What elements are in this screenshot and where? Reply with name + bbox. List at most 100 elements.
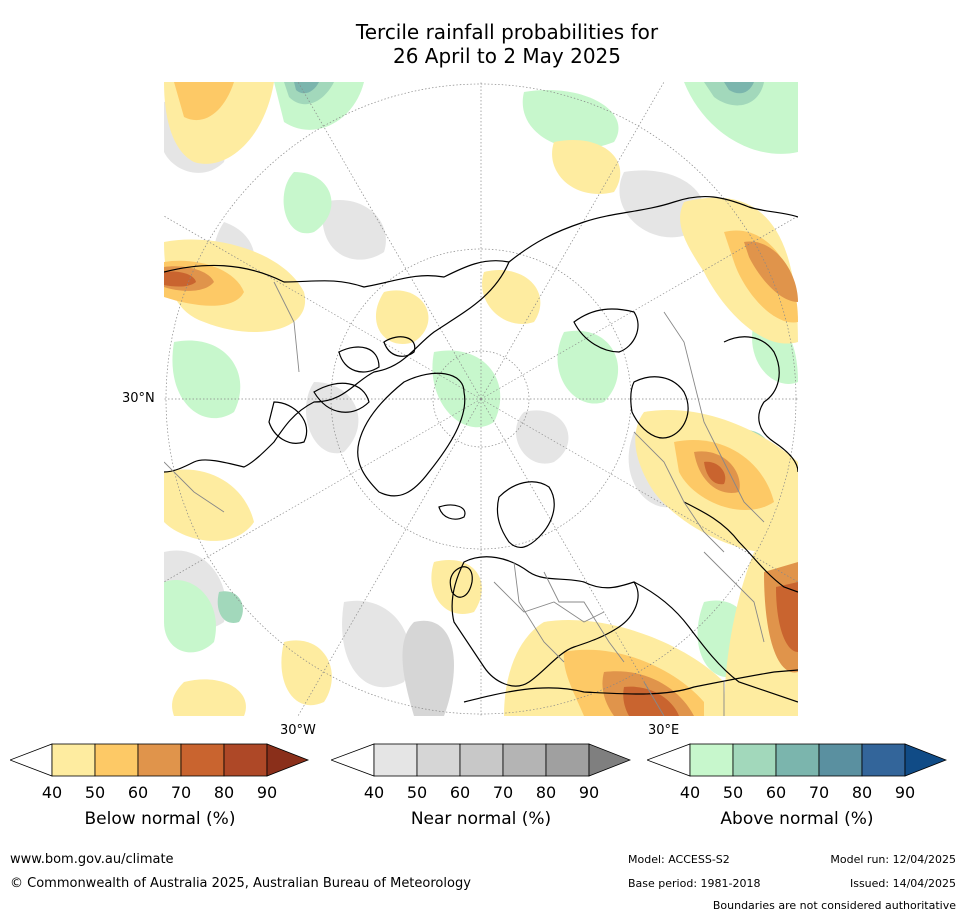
colorbar-below-swatches [10, 743, 310, 777]
coastlines [164, 196, 798, 703]
base-period: Base period: 1981-2018 [628, 877, 761, 890]
near-patch [515, 410, 569, 464]
above-patch [684, 82, 798, 154]
coastline-europe [451, 556, 639, 687]
colorbar-near-normal: 40 50 60 70 80 90 Near normal (%) [331, 742, 631, 829]
colorbar-below-normal: 40 50 60 70 80 90 Below normal (%) [10, 742, 310, 829]
colorbar-near-swatches [331, 743, 631, 777]
colorbar-swatch-40-50 [51, 743, 96, 777]
boundary [633, 431, 725, 553]
longitude-label-30w: 30°W [280, 723, 316, 738]
meridian [297, 82, 482, 400]
boundary [513, 561, 565, 663]
colorbar-tick: 70 [170, 783, 192, 802]
below-patch [776, 582, 798, 652]
above-patch [217, 591, 243, 623]
title-line-2: 26 April to 2 May 2025 [393, 44, 621, 68]
colorbar-tick: 70 [492, 783, 514, 802]
below-patch [375, 290, 429, 344]
colorbar-tick: 60 [127, 783, 149, 802]
near-patch [342, 600, 411, 688]
latitude-label-30n: 30°N [122, 391, 155, 406]
near-patch [402, 620, 454, 716]
coastline-scandinavia [496, 481, 555, 549]
colorbar-swatch-50-60 [94, 743, 139, 777]
above-patch [724, 82, 754, 94]
colorbar-swatch-under [647, 743, 691, 777]
colorbar-tick: 80 [851, 783, 873, 802]
colorbar-swatch-over [588, 743, 631, 777]
colorbar-swatch-60-70 [459, 743, 504, 777]
colorbar-swatch-70-80 [502, 743, 547, 777]
colorbar-tick: 50 [84, 783, 106, 802]
colorbar-swatch-80-90 [545, 743, 590, 777]
colorbar-swatch-60-70 [775, 743, 820, 777]
meridian [480, 215, 798, 400]
boundary [273, 281, 300, 373]
coastline-east-asia [723, 336, 798, 473]
boundary [663, 311, 765, 523]
coastline-greenland [357, 372, 466, 497]
colorbar-above-normal: 40 50 60 70 80 90 Above normal (%) [647, 742, 947, 829]
below-patch [552, 140, 621, 194]
below-patch [431, 560, 482, 614]
model-name: Model: ACCESS-S2 [628, 853, 730, 866]
website-link[interactable]: www.bom.gov.au/climate [10, 852, 174, 867]
below-patch [172, 679, 246, 716]
above-patch [432, 350, 501, 428]
coastline-north-america [164, 260, 510, 473]
below-patch [164, 469, 254, 541]
coastline-middle-east [633, 581, 798, 703]
below-patch [174, 82, 234, 121]
longitude-label-30e: 30°E [648, 723, 680, 738]
colorbar-tick: 70 [808, 783, 830, 802]
below-patch [744, 241, 798, 302]
below-patch [281, 640, 332, 706]
colorbar-tick: 60 [449, 783, 471, 802]
colorbar-tick: 40 [41, 783, 63, 802]
above-patch [557, 330, 619, 404]
near-patch [322, 200, 386, 260]
colorbar-tick: 90 [256, 783, 278, 802]
above-patch [172, 340, 241, 419]
above-patch [294, 82, 319, 94]
title-line-1: Tercile rainfall probabilities for [355, 20, 659, 44]
meridian [164, 215, 482, 400]
colorbar-swatch-under [10, 743, 53, 777]
coastline-iceland [438, 504, 466, 520]
meridian [164, 398, 482, 583]
coastline-russia-north [573, 308, 639, 353]
colorbar-swatch-80-90 [223, 743, 268, 777]
colorbar-swatch-over [266, 743, 310, 777]
graticule [164, 82, 798, 716]
latitude-circle [432, 350, 530, 448]
colorbar-swatch-70-80 [818, 743, 863, 777]
boundaries-disclaimer: Boundaries are not considered authoritat… [712, 899, 956, 912]
coastline-arctic-islands [313, 336, 416, 413]
map-title: Tercile rainfall probabilities for 26 Ap… [0, 20, 965, 68]
coastline-east-asia-south [683, 501, 798, 593]
colorbar-title-below: Below normal (%) [84, 809, 236, 829]
colorbar-title-near: Near normal (%) [410, 809, 552, 829]
colorbar-tick: 50 [406, 783, 428, 802]
polar-map [164, 82, 798, 716]
boundary [493, 581, 605, 623]
above-patch [164, 580, 216, 653]
colorbar-tick: 90 [578, 783, 600, 802]
colorbar-tick: 40 [679, 783, 701, 802]
coastline-hudson [268, 401, 308, 444]
colorbar-tick: 80 [535, 783, 557, 802]
colorbar-tick: 80 [213, 783, 235, 802]
below-patch [704, 461, 726, 485]
boundary [164, 461, 225, 513]
below-patch [164, 271, 196, 287]
below-patch [482, 270, 541, 324]
copyright-text: © Commonwealth of Australia 2025, Austra… [10, 876, 471, 891]
boundary [643, 681, 665, 716]
colorbar-tick: 40 [363, 783, 385, 802]
map-canvas [164, 82, 798, 716]
colorbar-tick: 60 [765, 783, 787, 802]
boundary [703, 551, 765, 643]
boundary [543, 571, 625, 663]
colorbar-swatch-50-60 [416, 743, 461, 777]
